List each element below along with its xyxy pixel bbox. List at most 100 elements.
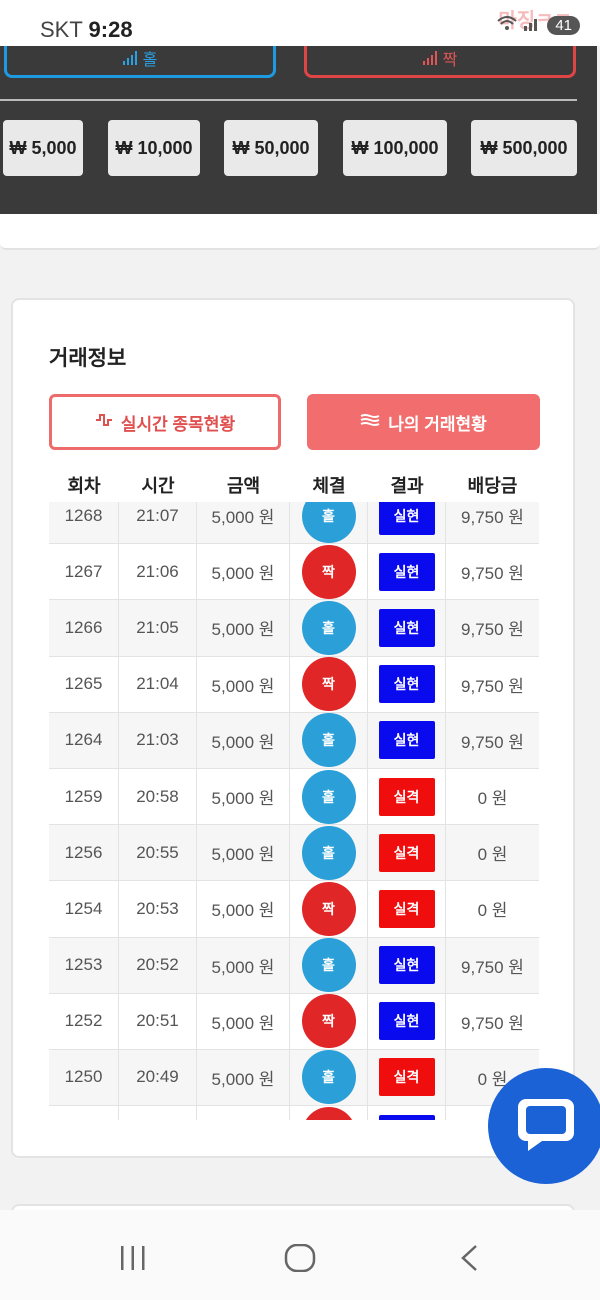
table-row: 1264 21:03 5,000 원 홀 실현 9,750 원 xyxy=(49,712,539,769)
header-pick: 체결 xyxy=(312,476,346,496)
pick-badge: 짝 xyxy=(301,657,356,712)
cell-amount: 5,000 원 xyxy=(197,544,290,600)
cell-round xyxy=(49,1106,119,1120)
amount-button-10000[interactable]: ₩ 10,000 xyxy=(108,120,200,176)
cell-amount: 5,000 원 xyxy=(197,881,290,937)
header-round: 회차 xyxy=(67,476,101,496)
cell-amount: 5,000 원 xyxy=(197,825,290,881)
amount-button-50000[interactable]: ₩ 50,000 xyxy=(224,120,318,176)
carrier-time: SKT 9:28 xyxy=(40,17,133,43)
cell-amount: 5,000 원 xyxy=(197,768,290,825)
cell-payout: 9,750 원 xyxy=(461,957,524,977)
pulse-icon xyxy=(95,412,113,433)
cell-time: 20:58 xyxy=(119,768,197,825)
panel-footer xyxy=(0,214,600,250)
home-icon[interactable] xyxy=(284,1243,316,1277)
result-badge: 실현 xyxy=(378,1114,435,1120)
cell-round: 1252 xyxy=(49,993,119,1049)
cell-round: 1265 xyxy=(49,656,119,712)
header-amount: 금액 xyxy=(226,476,261,496)
cell-amount: 5,000 원 xyxy=(197,502,290,544)
cell-round: 1259 xyxy=(49,768,119,825)
cell-payout: 9,750 원 xyxy=(461,508,524,528)
amount-button-100000[interactable]: ₩ 100,000 xyxy=(343,120,447,176)
pick-badge: 짝 xyxy=(301,1106,356,1120)
header-result: 결과 xyxy=(390,476,424,496)
cell-amount: 5,000 원 xyxy=(197,600,290,656)
even-bet-button[interactable]: 짝 xyxy=(304,46,576,78)
table-header: 회차 시간 금액 체결 결과 배당금 xyxy=(49,472,539,502)
cell-time: 21:04 xyxy=(119,656,197,712)
cell-round: 1266 xyxy=(49,600,119,656)
table-rows: 1268 21:07 5,000 원 홀 실현 9,750 원 1267 21:06 5,00… xyxy=(49,502,539,1120)
amount-button-500000[interactable]: ₩ 500,000 xyxy=(471,120,577,176)
pick-badge: 홀 xyxy=(301,825,356,880)
pick-badge: 홀 xyxy=(301,502,356,543)
table-row: 1267 21:06 5,000 원 짝 실현 9,750 원 xyxy=(49,544,539,601)
signal-bars-icon xyxy=(122,50,137,65)
pick-badge: 홀 xyxy=(301,938,356,993)
trade-table[interactable]: 1268 21:07 5,000 원 홀 실현 9,750 원 1267 21:06 5,00… xyxy=(49,502,539,1120)
odd-bet-button[interactable]: 홀 xyxy=(4,46,276,78)
cell-round: 1264 xyxy=(49,712,119,768)
status-bar: SKT 9:28 마징ㅋㅋ 41 xyxy=(0,0,600,46)
result-badge: 실현 xyxy=(378,608,435,647)
chat-bubble-icon xyxy=(516,1095,576,1158)
signal-bars-icon xyxy=(422,50,437,65)
result-badge: 실격 xyxy=(378,833,435,872)
table-row: 1265 21:04 5,000 원 짝 실현 9,750 원 xyxy=(49,656,539,713)
pick-badge: 짝 xyxy=(301,994,356,1049)
result-badge: 실현 xyxy=(378,721,435,760)
wave-icon xyxy=(360,412,380,432)
cell-time: 20:53 xyxy=(119,881,197,937)
clock: 9:28 xyxy=(88,17,133,42)
result-badge: 실격 xyxy=(378,889,435,928)
cell-payout: 0 원 xyxy=(477,1069,508,1089)
tab-my-trades[interactable]: 나의 거래현황 xyxy=(307,394,540,450)
divider xyxy=(0,99,577,101)
table-row: 1256 20:55 5,000 원 홀 실격 0 원 xyxy=(49,825,539,882)
pick-badge: 홀 xyxy=(301,713,356,768)
cell-time: 21:07 xyxy=(119,502,197,544)
cell-payout: 9,750 원 xyxy=(461,1013,524,1033)
cell-payout: 9,750 원 xyxy=(461,676,524,696)
tab-mytrade-label: 나의 거래현황 xyxy=(388,414,487,434)
cell-time: 20:52 xyxy=(119,937,197,993)
cell-round: 1250 xyxy=(49,1049,119,1106)
trade-info-card: 거래정보 실시간 종목현황 나의 거래현황 회차 시간 금액 체결 결과 배당금… xyxy=(11,298,575,1158)
cell-time: 20:51 xyxy=(119,993,197,1049)
cell-payout: 0 원 xyxy=(477,845,508,865)
odd-label: 홀 xyxy=(142,51,158,69)
cell-round: 1253 xyxy=(49,937,119,993)
pick-badge: 짝 xyxy=(301,881,356,936)
back-icon[interactable] xyxy=(458,1244,480,1277)
table-row: 1250 20:49 5,000 원 홀 실격 0 원 xyxy=(49,1049,539,1107)
pick-badge: 홀 xyxy=(301,1050,356,1105)
chat-button[interactable] xyxy=(488,1068,600,1184)
carrier-label: SKT xyxy=(40,17,83,42)
section-title: 거래정보 xyxy=(49,347,127,370)
table-row: 1268 21:07 5,000 원 홀 실현 9,750 원 xyxy=(49,502,539,545)
amount-button-5000[interactable]: ₩ 5,000 xyxy=(3,120,83,176)
table-row: 짝실현 xyxy=(49,1106,539,1120)
table-row: 1266 21:05 5,000 원 홀 실현 9,750 원 xyxy=(49,600,539,657)
bet-panel: 홀 짝 ₩ 5,000 ₩ 10,000 ₩ 50,000 ₩ 100,000 … xyxy=(0,46,597,214)
table-row: 1252 20:51 5,000 원 짝 실현 9,750 원 xyxy=(49,993,539,1050)
cell-amount: 5,000 원 xyxy=(197,1049,290,1106)
tab-realtime-status[interactable]: 실시간 종목현황 xyxy=(49,394,281,450)
pick-badge: 홀 xyxy=(301,600,356,655)
cell-time: 21:03 xyxy=(119,712,197,768)
recent-apps-icon[interactable] xyxy=(118,1244,148,1277)
cell-payout: 9,750 원 xyxy=(461,732,524,752)
cell-payout: 9,750 원 xyxy=(461,620,524,640)
cell-amount xyxy=(197,1106,290,1120)
table-row: 1254 20:53 5,000 원 짝 실격 0 원 xyxy=(49,881,539,938)
cell-amount: 5,000 원 xyxy=(197,993,290,1049)
cell-amount: 5,000 원 xyxy=(197,656,290,712)
wifi-icon xyxy=(497,15,517,36)
pick-badge: 짝 xyxy=(301,544,356,599)
table-row: 1259 20:58 5,000 원 홀 실격 0 원 xyxy=(49,768,539,826)
cell-payout: 0 원 xyxy=(477,789,508,809)
cell-round: 1267 xyxy=(49,544,119,600)
result-badge: 실현 xyxy=(378,1002,435,1041)
